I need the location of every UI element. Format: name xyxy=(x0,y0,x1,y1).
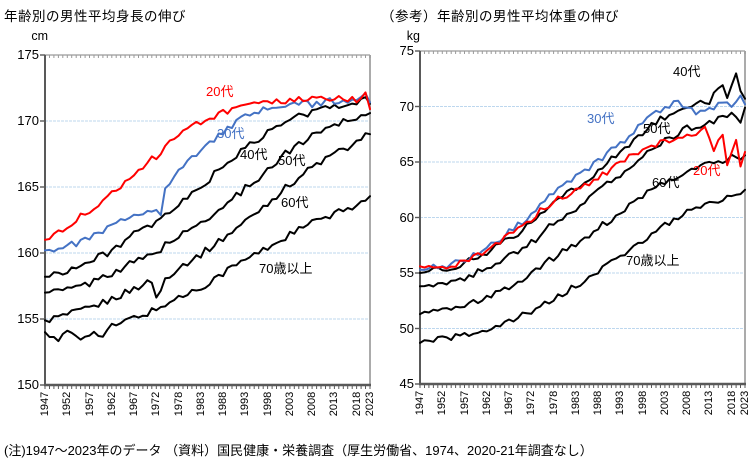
y-tick-label: 65 xyxy=(399,154,414,169)
data-line-40代 xyxy=(44,96,371,278)
series-label-30代: 30代 xyxy=(587,111,615,126)
data-line-20代 xyxy=(419,125,746,270)
weight-chart: （参考）年齢別の男性平均体重の伸び kg 45 50 55 60 65 70 75 1947 1… xyxy=(377,0,754,435)
series-label-30代: 30代 xyxy=(217,126,245,141)
height-plot-area xyxy=(40,54,371,389)
data-line-30代 xyxy=(44,92,371,253)
data-line-60代 xyxy=(44,132,371,324)
y-tick-label: 45 xyxy=(399,376,414,391)
y-tick-label: 165 xyxy=(17,179,39,194)
data-line-50代 xyxy=(419,106,746,288)
y-tick-label: 160 xyxy=(17,245,39,260)
data-line-30代 xyxy=(419,94,746,271)
series-label-50代: 50代 xyxy=(278,153,306,168)
series-label-40代: 40代 xyxy=(240,147,268,162)
chart-title-weight: （参考）年齢別の男性平均体重の伸び xyxy=(381,9,619,24)
series-label-70歳以上: 70歳以上 xyxy=(626,253,680,268)
series-label-40代: 40代 xyxy=(673,64,701,79)
data-line-50代 xyxy=(44,112,371,294)
y-tick-label: 170 xyxy=(17,113,39,128)
y-tick-label: 150 xyxy=(17,377,39,392)
series-label-20代: 20代 xyxy=(693,163,721,178)
series-label-60代: 60代 xyxy=(652,175,680,190)
data-line-70歳以上 xyxy=(44,195,371,343)
series-label-60代: 60代 xyxy=(281,195,309,210)
y-tick-label: 175 xyxy=(17,47,39,62)
y-unit-label-cm: cm xyxy=(31,29,48,43)
data-line-70歳以上 xyxy=(419,188,746,344)
data-line-60代 xyxy=(419,153,746,316)
height-chart: 年齢別の男性平均身長の伸び cm 150 155 160 165 170 175 1947 1… xyxy=(0,0,377,435)
source-note: (注)1947～2023年のデータ （資料）国民健康・栄養調査（厚生労働省、19… xyxy=(4,443,593,458)
y-tick-label: 70 xyxy=(399,98,414,114)
series-label-70歳以上: 70歳以上 xyxy=(259,261,313,276)
x-tick-label: 2023 xyxy=(739,390,751,416)
data-line-20代 xyxy=(44,91,371,241)
y-tick-label: 60 xyxy=(399,209,414,225)
y-unit-label-kg: kg xyxy=(406,29,420,43)
y-tick-label: 55 xyxy=(399,265,414,280)
weight-plot-area xyxy=(415,50,746,388)
series-label-20代: 20代 xyxy=(206,84,234,99)
chart-title-height: 年齢別の男性平均身長の伸び xyxy=(4,9,186,24)
series-label-50代: 50代 xyxy=(643,121,671,136)
y-tick-label: 155 xyxy=(17,311,39,326)
y-tick-label: 50 xyxy=(399,320,414,336)
y-tick-label: 75 xyxy=(399,43,414,58)
